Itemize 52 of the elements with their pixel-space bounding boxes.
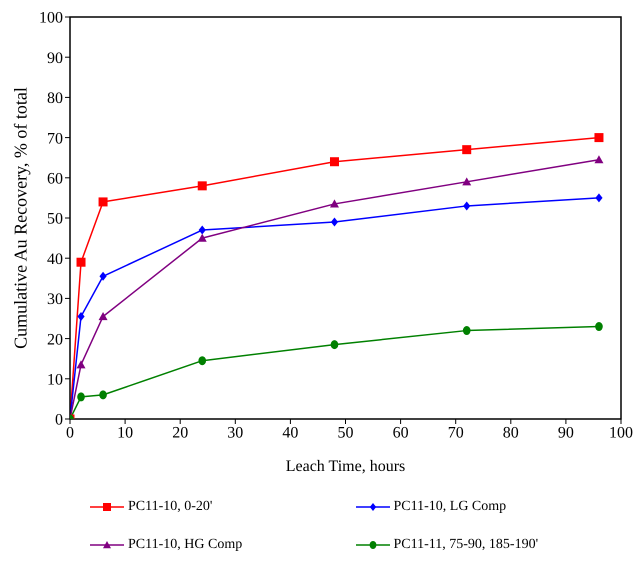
legend-label: PC11-10, HG Comp xyxy=(128,537,242,553)
x-tick-label: 90 xyxy=(558,424,574,442)
point xyxy=(594,155,604,164)
y-tick-label: 50 xyxy=(47,210,63,228)
point xyxy=(330,199,339,208)
point xyxy=(98,197,108,206)
point xyxy=(198,234,207,242)
point xyxy=(76,360,86,368)
y-axis-title: Cumulative Au Recovery, % of total xyxy=(10,87,30,349)
y-tick-label: 70 xyxy=(47,130,63,148)
y-tick-label: 80 xyxy=(47,90,63,108)
point xyxy=(198,181,207,190)
point xyxy=(595,193,603,202)
point xyxy=(330,157,339,166)
point xyxy=(198,226,206,235)
point xyxy=(462,326,471,336)
point xyxy=(595,322,603,332)
x-tick-label: 100 xyxy=(609,424,633,442)
legend-label: PC11-10, LG Comp xyxy=(394,499,506,515)
point xyxy=(77,312,85,321)
point xyxy=(330,340,338,350)
y-tick-label: 20 xyxy=(47,331,63,348)
y-tick-label: 100 xyxy=(39,10,63,27)
x-tick-label: 70 xyxy=(448,424,464,442)
point xyxy=(77,392,85,402)
x-tick-label: 50 xyxy=(338,424,354,442)
y-tick-label: 10 xyxy=(47,371,63,388)
point xyxy=(98,312,108,320)
point xyxy=(76,258,86,267)
point xyxy=(99,390,107,400)
y-tick-label: 40 xyxy=(47,250,63,268)
legend-label: PC11-11, 75-90, 185-190' xyxy=(394,537,538,553)
point xyxy=(198,356,206,366)
legend-label: PC11-10, 0-20' xyxy=(128,499,212,515)
point xyxy=(463,201,470,210)
x-tick-label: 20 xyxy=(172,424,188,442)
x-tick-label: 60 xyxy=(392,424,409,442)
x-tick-label: 30 xyxy=(227,424,244,442)
x-tick-label: 10 xyxy=(117,424,134,442)
point xyxy=(330,218,338,227)
y-tick-label: 30 xyxy=(47,291,63,308)
y-tick-label: 90 xyxy=(47,50,63,67)
x-tick-label: 0 xyxy=(66,424,74,442)
x-tick-label: 80 xyxy=(502,424,519,442)
x-tick-label: 40 xyxy=(282,424,298,442)
point xyxy=(462,177,472,186)
point xyxy=(99,272,107,281)
point xyxy=(594,133,604,142)
y-tick-label: 0 xyxy=(55,412,63,429)
x-axis-title: Leach Time, hours xyxy=(286,458,406,475)
y-tick-label: 60 xyxy=(47,170,63,188)
point xyxy=(462,145,472,154)
